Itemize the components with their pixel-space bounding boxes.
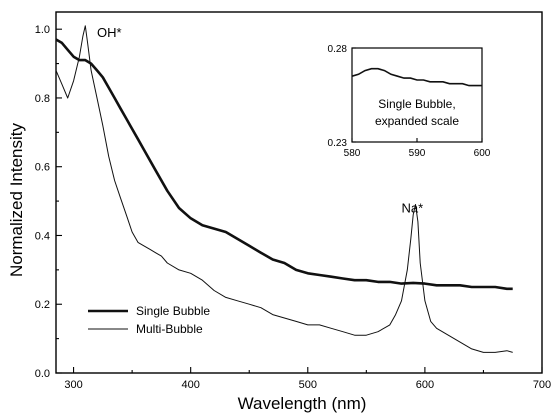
y-tick-label: 0.8 xyxy=(35,93,50,105)
x-tick-label: 300 xyxy=(64,379,82,391)
legend-label-multi-bubble: Multi-Bubble xyxy=(136,322,203,336)
plot-frame xyxy=(55,11,543,374)
x-tick-label: 400 xyxy=(181,379,199,391)
annotation-na: Na* xyxy=(401,201,423,216)
x-tick-label: 600 xyxy=(416,379,434,391)
x-axis-title: Wavelength (nm) xyxy=(238,394,367,413)
inset-caption-line1: Single Bubble, xyxy=(378,97,455,111)
y-tick-label: 0.0 xyxy=(35,368,50,380)
inset-x-tick-label: 580 xyxy=(344,148,361,159)
inset-y-tick-label: 0.23 xyxy=(328,138,348,149)
series-line-single-bubble xyxy=(55,38,513,291)
inset-chart: 580 590 600 0.23 0.28 Single Bubble, expanded … xyxy=(328,44,491,159)
annotation-oh: OH* xyxy=(97,25,122,40)
y-tick-label: 0.6 xyxy=(35,162,50,174)
inset-frame xyxy=(351,47,483,143)
legend: Single Bubble Multi-Bubble xyxy=(88,304,210,336)
inset-x-tick-label: 600 xyxy=(474,148,491,159)
x-tick-label: 700 xyxy=(533,379,551,391)
main-axes xyxy=(55,11,543,374)
series-layer xyxy=(55,25,513,353)
y-axis-ticks: 0.0 0.2 0.4 0.6 0.8 1.0 xyxy=(35,24,62,380)
series-line-multi-bubble xyxy=(55,25,513,353)
y-axis-title: Normalized Intensity xyxy=(7,123,26,278)
inset-x-tick-label: 590 xyxy=(409,148,426,159)
x-tick-label: 500 xyxy=(299,379,317,391)
annotations: OH* Na* xyxy=(97,25,423,215)
inset-y-tick-label: 0.28 xyxy=(328,44,348,55)
y-tick-label: 0.4 xyxy=(35,230,50,242)
inset-series-line xyxy=(351,67,482,87)
inset-caption-line2: expanded scale xyxy=(375,114,459,128)
x-axis-ticks: 300 400 500 600 700 xyxy=(64,367,551,391)
y-tick-label: 1.0 xyxy=(35,24,50,36)
y-tick-label: 0.2 xyxy=(35,299,50,311)
legend-label-single-bubble: Single Bubble xyxy=(136,304,210,318)
